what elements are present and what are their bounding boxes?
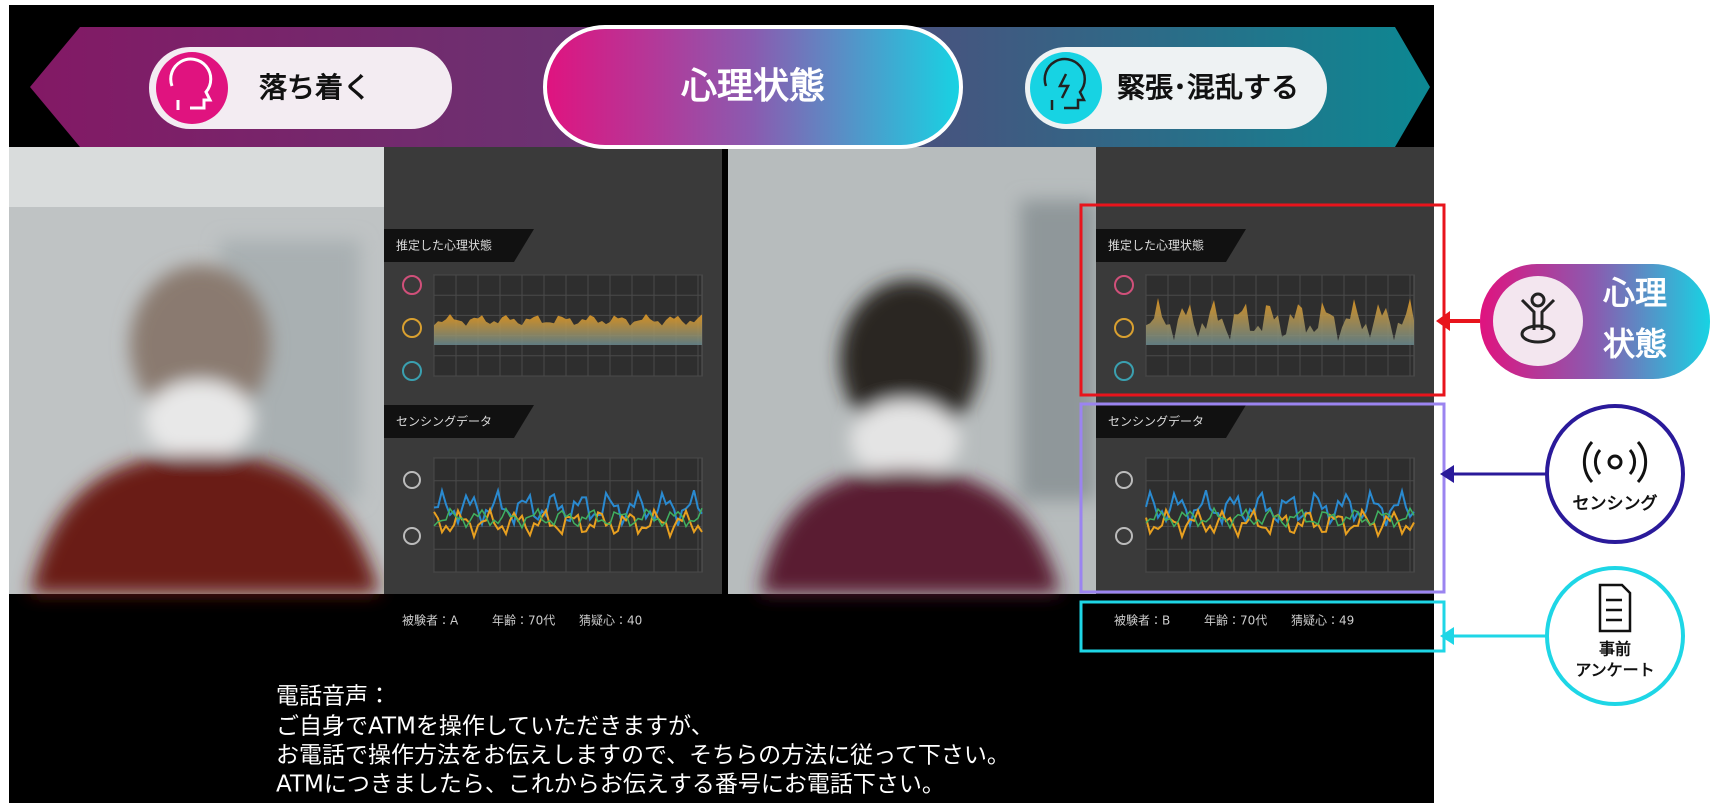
- page: Page {"banner":{"left":"落ち着く","center":"…: [0, 0, 1710, 803]
- subtitle-line: お電話で操作方法をお伝えしますので、そちらの方法に従って下さい。: [276, 743, 1010, 769]
- side-sensing: センシング: [1440, 406, 1683, 542]
- arrowhead: [1440, 465, 1454, 483]
- survey-circle: [1547, 568, 1683, 704]
- banner-left: 落ち着く: [259, 71, 371, 104]
- subtitle-line: ATMにつきましたら、これからお伝えする番号にお電話下さい。: [276, 772, 945, 798]
- subject-info: 年齢：70代: [492, 614, 555, 628]
- subject-info: 猜疑心：40: [579, 613, 642, 628]
- subject-info: 被験者：B: [1114, 613, 1170, 628]
- subtitle-line: ご自身でATMを操作していただきますが、: [276, 714, 714, 740]
- body: 推定した心理状態センシングデータ被験者：A年齢：70代猜疑心：40推定した心理状…: [0, 0, 1710, 803]
- calm-icon: [156, 52, 228, 124]
- panel-label: 推定した心理状態: [1108, 238, 1204, 253]
- subject-info: 年齢：70代: [1204, 614, 1267, 628]
- arrowhead: [1440, 627, 1454, 645]
- subject-info: 被験者：A: [402, 613, 459, 628]
- survey-label: 事前: [1599, 640, 1631, 659]
- side-psych: 心理 状態: [1436, 264, 1710, 379]
- psych-label: 心理: [1603, 274, 1667, 312]
- psych-label: 状態: [1603, 325, 1667, 363]
- banner-center: 心理状態: [681, 66, 825, 107]
- banner-right: 緊張･混乱する: [1117, 71, 1299, 104]
- screen: 推定した心理状態センシングデータ被験者：A年齢：70代猜疑心：40推定した心理状…: [0, 0, 1710, 803]
- psych-icon: [1493, 276, 1583, 366]
- subtitle-line: 電話音声：: [276, 684, 391, 710]
- panel-label: センシングデータ: [396, 414, 492, 429]
- panel-label: 推定した心理状態: [396, 238, 492, 253]
- panel-label: センシングデータ: [1108, 414, 1204, 429]
- sensing-label: センシング: [1573, 493, 1658, 514]
- subject-info: 猜疑心：49: [1291, 613, 1354, 628]
- sensing-circle: [1547, 406, 1683, 542]
- side-survey: 事前 アンケート: [1440, 568, 1683, 704]
- survey-label: アンケート: [1575, 661, 1654, 680]
